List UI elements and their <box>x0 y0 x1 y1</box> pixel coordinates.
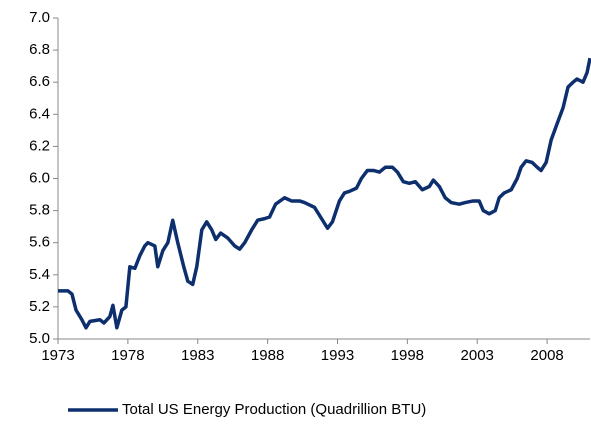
x-tick-label: 1973 <box>41 347 74 364</box>
y-tick-label: 6.6 <box>29 73 50 90</box>
y-tick-label: 6.4 <box>29 105 50 122</box>
y-tick-label: 6.8 <box>29 41 50 58</box>
y-tick-label: 5.2 <box>29 298 50 315</box>
y-tick-label: 6.2 <box>29 137 50 154</box>
x-tick-label: 1978 <box>111 347 144 364</box>
y-tick-label: 5.8 <box>29 202 50 219</box>
x-tick-label: 1998 <box>391 347 424 364</box>
x-tick-label: 1983 <box>181 347 214 364</box>
y-tick-label: 5.4 <box>29 266 50 283</box>
x-tick-label: 1988 <box>251 347 284 364</box>
y-tick-label: 7.0 <box>29 9 50 26</box>
y-tick-label: 5.6 <box>29 234 50 251</box>
data-line <box>58 57 591 330</box>
x-tick-label: 2008 <box>530 347 563 364</box>
legend-label: Total US Energy Production (Quadrillion … <box>122 401 426 418</box>
x-tick-label: 1993 <box>321 347 354 364</box>
y-tick-label: 5.0 <box>29 330 50 347</box>
x-tick-label: 2003 <box>461 347 494 364</box>
y-tick-label: 6.0 <box>29 169 50 186</box>
